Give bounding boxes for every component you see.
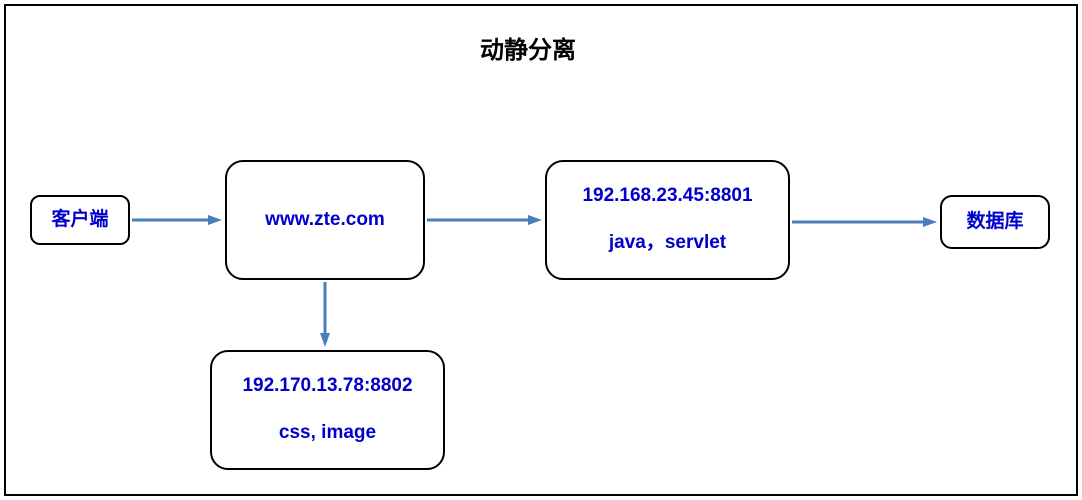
node-database-label: 数据库 xyxy=(966,211,1023,234)
node-gateway: www.zte.com xyxy=(225,160,425,280)
node-dynamic-tech: java，servlet xyxy=(609,232,726,255)
diagram-title: 动静分离 xyxy=(480,30,576,65)
node-gateway-label: www.zte.com xyxy=(265,209,385,232)
node-static-server: 192.170.13.78:8802 css, image xyxy=(210,350,445,470)
node-database: 数据库 xyxy=(940,195,1050,249)
node-dynamic-server: 192.168.23.45:8801 java，servlet xyxy=(545,160,790,280)
diagram-outer-border xyxy=(4,4,1078,496)
node-client-label: 客户端 xyxy=(51,209,108,232)
node-dynamic-ip: 192.168.23.45:8801 xyxy=(582,185,752,208)
node-static-ip: 192.170.13.78:8802 xyxy=(242,375,412,398)
node-static-tech: css, image xyxy=(279,422,376,445)
node-client: 客户端 xyxy=(30,195,130,245)
